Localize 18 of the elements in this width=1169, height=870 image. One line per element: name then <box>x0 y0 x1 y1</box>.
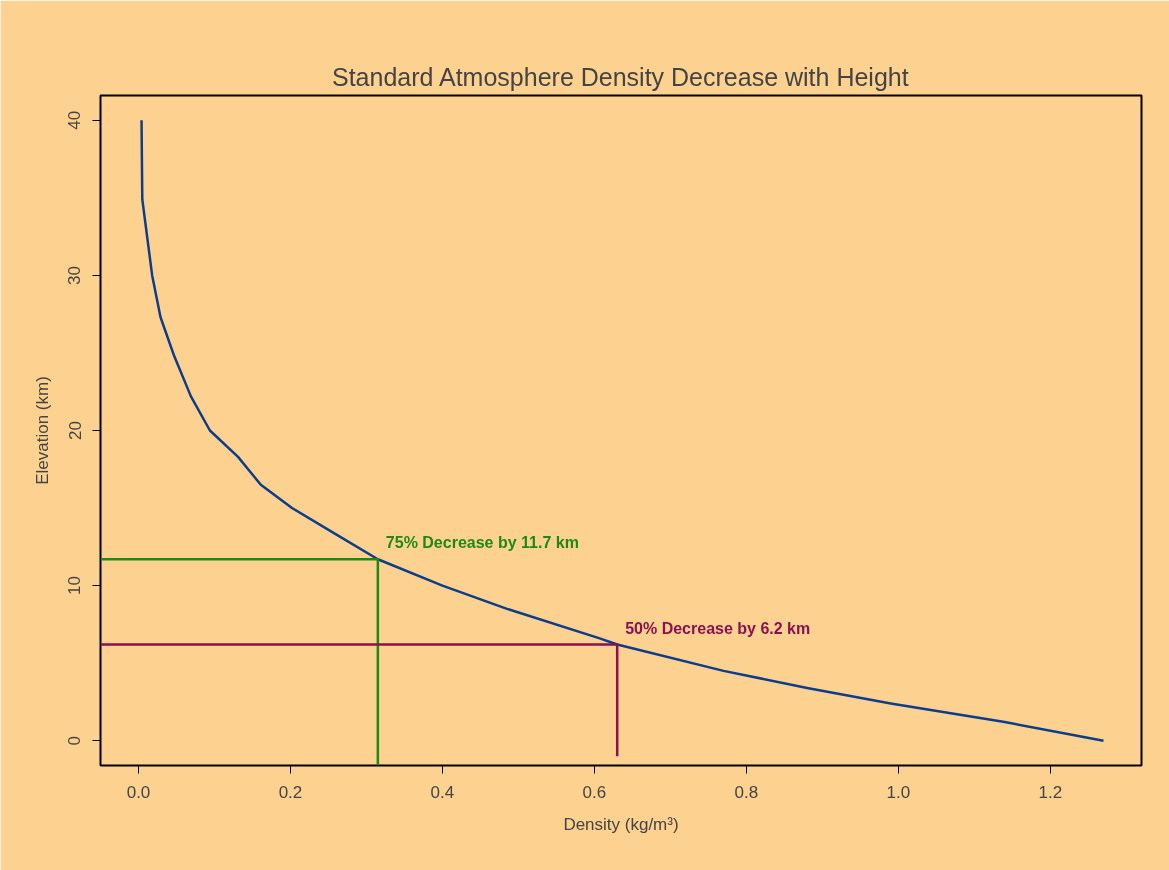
y-tick-label: 10 <box>65 576 85 596</box>
annotation: 50% Decrease by 6.2 km <box>625 619 811 637</box>
x-tick-label: 0.0 <box>126 782 151 802</box>
y-tick-label: 0 <box>65 735 85 746</box>
y-tick-label: 30 <box>65 265 85 285</box>
x-tick-label: 0.4 <box>430 782 455 802</box>
x-tick-label: 0.6 <box>582 782 607 802</box>
line-series <box>140 119 1105 742</box>
chart-title: Standard Atmosphere Density Decrease with Height <box>331 62 909 91</box>
x-tick-label: 1.2 <box>1038 782 1063 802</box>
y-axis-title: Elevation (km) <box>32 376 52 485</box>
x-tick-label: 0.8 <box>734 782 759 802</box>
y-tick-label: 20 <box>65 421 85 440</box>
x-tick-label: 1.0 <box>886 782 911 802</box>
x-axis-title: Density (kg/m³) <box>563 814 679 834</box>
x-tick-label: 0.2 <box>278 782 303 802</box>
y-tick-label: 40 <box>65 110 85 130</box>
annotation: 75% Decrease by 11.7 km <box>385 534 579 552</box>
